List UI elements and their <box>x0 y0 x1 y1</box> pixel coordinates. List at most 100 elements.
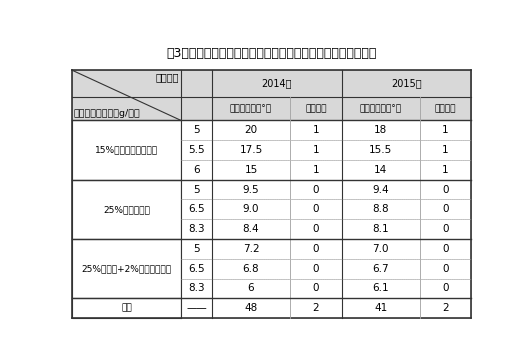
Bar <box>72 239 181 298</box>
Bar <box>341 97 420 121</box>
Text: 8.3: 8.3 <box>188 224 205 234</box>
Text: 2014年: 2014年 <box>261 78 292 88</box>
Text: 6: 6 <box>248 284 255 293</box>
Text: 1: 1 <box>442 145 449 155</box>
Bar <box>420 160 471 180</box>
Bar <box>72 121 181 180</box>
Bar <box>290 160 341 180</box>
Bar <box>420 219 471 239</box>
Bar <box>420 121 471 140</box>
Text: 6.8: 6.8 <box>242 264 259 274</box>
Text: 8.4: 8.4 <box>242 224 259 234</box>
Bar <box>341 298 420 318</box>
Text: 1: 1 <box>442 165 449 175</box>
Bar <box>290 200 341 219</box>
Text: 7.2: 7.2 <box>242 244 259 254</box>
Bar <box>290 259 341 278</box>
Text: 9.5: 9.5 <box>242 185 259 195</box>
Bar <box>212 239 290 259</box>
Text: 41: 41 <box>374 303 387 313</box>
Bar <box>341 160 420 180</box>
Text: 5: 5 <box>193 244 200 254</box>
Text: 25%抗倒酯乳油: 25%抗倒酯乳油 <box>103 205 150 214</box>
Text: 8.8: 8.8 <box>372 204 389 214</box>
Bar <box>212 180 290 200</box>
Text: 6: 6 <box>193 165 200 175</box>
Text: 平均倒伏角（°）: 平均倒伏角（°） <box>360 104 402 113</box>
Bar <box>290 180 341 200</box>
Text: 表3：不同处理及施用浓度对小麦抗倒伏性的影响（广元青川）: 表3：不同处理及施用浓度对小麦抗倒伏性的影响（广元青川） <box>166 47 377 60</box>
Text: 0: 0 <box>312 204 319 214</box>
Text: 平均倒伏角（°）: 平均倒伏角（°） <box>230 104 272 113</box>
Text: 15: 15 <box>245 165 258 175</box>
Bar <box>420 97 471 121</box>
Text: 15.5: 15.5 <box>369 145 392 155</box>
Text: 15%多效唑可湿性粉剂: 15%多效唑可湿性粉剂 <box>95 146 158 155</box>
Text: 18: 18 <box>374 125 387 135</box>
Text: 2015年: 2015年 <box>391 78 422 88</box>
Bar <box>181 180 212 200</box>
Text: 1: 1 <box>442 125 449 135</box>
Bar <box>341 259 420 278</box>
Text: 0: 0 <box>312 264 319 274</box>
Text: 0: 0 <box>442 284 449 293</box>
Text: 9.0: 9.0 <box>243 204 259 214</box>
Text: 0: 0 <box>312 284 319 293</box>
Text: 7.0: 7.0 <box>372 244 389 254</box>
Text: 9.4: 9.4 <box>372 185 389 195</box>
Bar <box>420 239 471 259</box>
Bar <box>212 200 290 219</box>
Bar <box>341 200 420 219</box>
Bar <box>341 278 420 298</box>
Bar <box>72 180 181 239</box>
Bar <box>420 259 471 278</box>
Text: 处理结果: 处理结果 <box>156 72 179 82</box>
Bar <box>72 298 181 318</box>
Bar <box>181 219 212 239</box>
Bar <box>341 121 420 140</box>
Bar <box>420 278 471 298</box>
Bar <box>181 97 212 121</box>
Bar <box>341 140 420 160</box>
Text: 0: 0 <box>442 224 449 234</box>
Text: 1: 1 <box>312 165 319 175</box>
Text: 0: 0 <box>312 224 319 234</box>
Bar <box>420 180 471 200</box>
Text: 6.7: 6.7 <box>372 264 389 274</box>
Text: 0: 0 <box>312 185 319 195</box>
Bar <box>212 298 290 318</box>
Bar <box>341 70 471 97</box>
Bar <box>290 219 341 239</box>
Text: 48: 48 <box>245 303 258 313</box>
Text: 2: 2 <box>442 303 449 313</box>
Text: 清水: 清水 <box>121 304 132 313</box>
Text: 5: 5 <box>193 125 200 135</box>
Bar <box>212 70 341 97</box>
Bar <box>181 70 212 97</box>
Text: 6.1: 6.1 <box>372 284 389 293</box>
Bar <box>212 160 290 180</box>
Bar <box>181 200 212 219</box>
Bar <box>290 278 341 298</box>
Text: 8.1: 8.1 <box>372 224 389 234</box>
Text: 0: 0 <box>312 244 319 254</box>
Bar <box>212 121 290 140</box>
Text: 0: 0 <box>442 185 449 195</box>
Bar <box>212 219 290 239</box>
Bar <box>420 298 471 318</box>
Bar <box>181 239 212 259</box>
Bar <box>290 121 341 140</box>
Bar <box>212 259 290 278</box>
Text: 1: 1 <box>312 145 319 155</box>
Bar <box>212 278 290 298</box>
Bar <box>181 259 212 278</box>
Bar <box>72 70 181 121</box>
Bar <box>181 278 212 298</box>
Text: 处理名称及浓度（g/亩）: 处理名称及浓度（g/亩） <box>74 109 140 118</box>
Text: 5.5: 5.5 <box>188 145 205 155</box>
Bar <box>290 239 341 259</box>
Text: 0: 0 <box>442 204 449 214</box>
Text: 0: 0 <box>442 244 449 254</box>
Bar <box>181 160 212 180</box>
Text: 14: 14 <box>374 165 387 175</box>
